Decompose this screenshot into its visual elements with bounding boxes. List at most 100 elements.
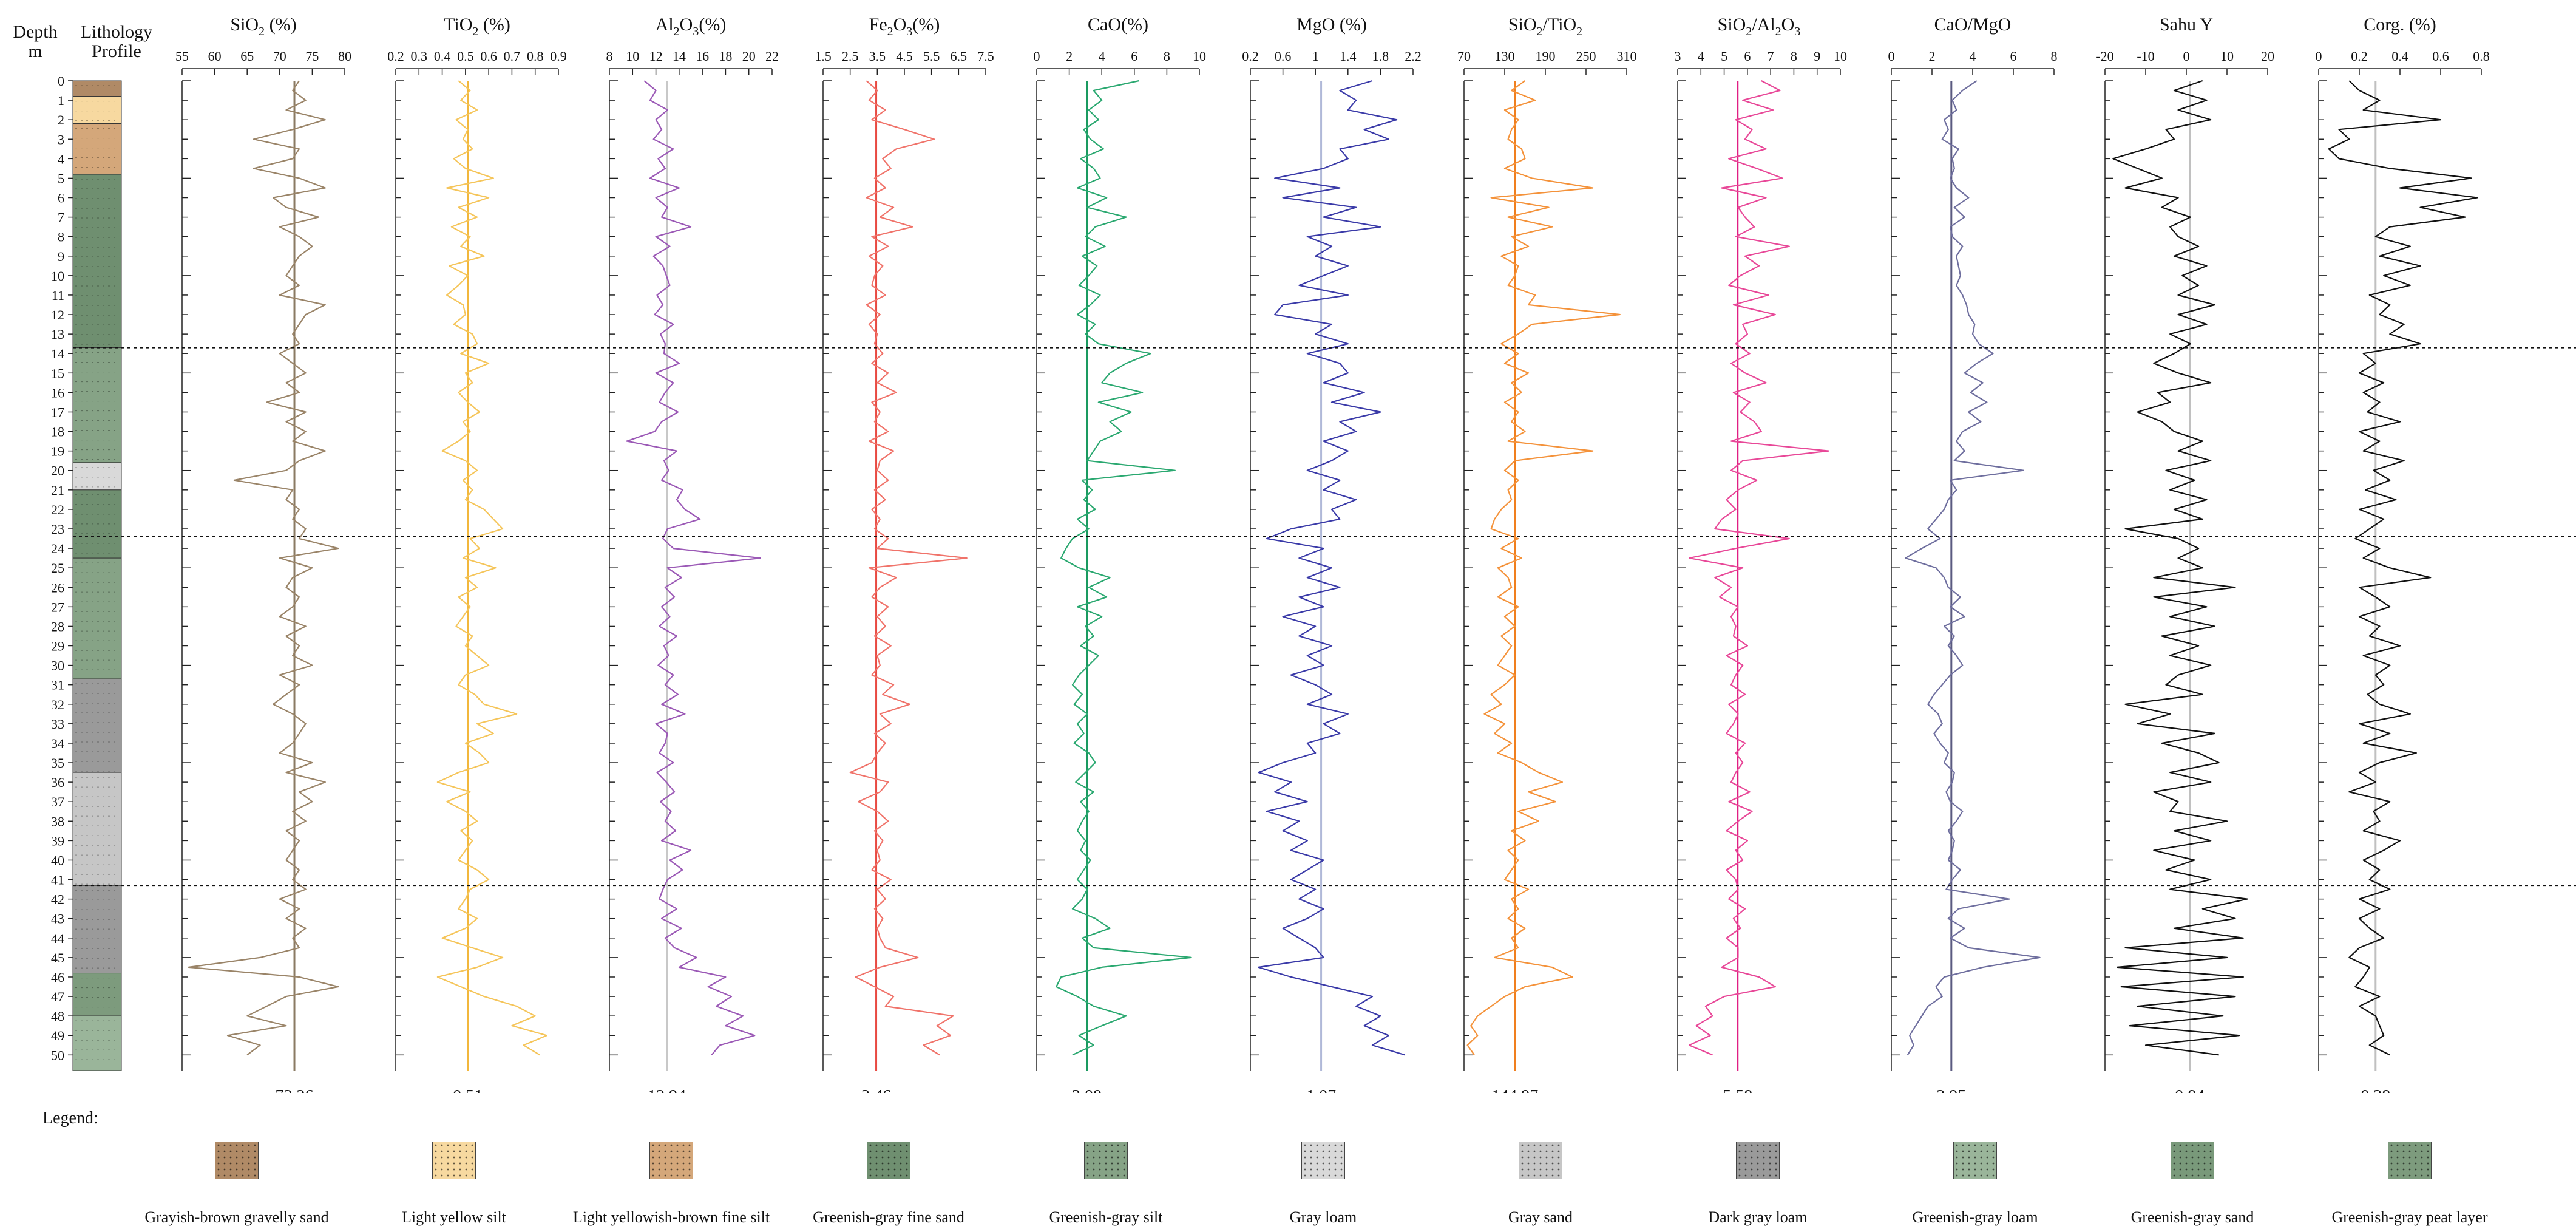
top-axis-tick-label: -20 [2096, 49, 2113, 64]
panel-7: SiO2/TiO2 70 130 190 250 310 144.97 [1457, 15, 1637, 1093]
legend-label: Greenish-gray fine sand [813, 1208, 964, 1226]
legend-label: Gray sand [1508, 1208, 1573, 1226]
mean-value-label: 0.28 [2361, 1087, 2390, 1093]
depth-tick-label: 42 [51, 892, 64, 907]
depth-axis-title: Depth [13, 22, 57, 42]
series-line [1258, 80, 1405, 1056]
legend-title: Legend: [42, 1109, 98, 1128]
top-axis-tick-label: 6.5 [951, 49, 968, 64]
depth-tick-label: 27 [51, 599, 64, 614]
top-axis-tick-label: 16 [696, 49, 709, 64]
mean-value-label: 0.84 [2175, 1087, 2205, 1093]
series-line [626, 80, 762, 1056]
depth-tick-label: 12 [51, 307, 64, 322]
depth-tick-label: 31 [51, 678, 64, 693]
mean-value-label: 5.58 [1723, 1087, 1752, 1093]
panel-10: Sahu Y -20 -10 0 10 20 0.84 [2096, 15, 2274, 1093]
panel-2: TiO2 (%) 0.2 0.3 0.4 0.5 0.6 0.7 0.8 0.9 0.51 [387, 15, 567, 1093]
top-axis-tick-label: 0.5 [457, 49, 474, 64]
mean-value-label: 2.95 [1936, 1087, 1966, 1093]
depth-tick-label: 14 [51, 346, 64, 361]
panel-3: Al2O3(%) 8 10 12 14 16 18 20 22 12.94 [606, 15, 779, 1093]
legend-label: Greenish-gray loam [1912, 1208, 2038, 1226]
top-axis-tick-label: 6 [1744, 49, 1751, 64]
top-axis-tick-label: -10 [2137, 49, 2154, 64]
top-axis-tick-label: 0.2 [1242, 49, 1259, 64]
mean-value-label: 72.26 [276, 1087, 314, 1093]
depth-tick-label: 20 [51, 463, 64, 478]
top-axis-tick-label: 55 [175, 49, 189, 64]
depth-tick-label: 21 [51, 483, 64, 498]
top-axis-tick-label: 0 [1888, 49, 1895, 64]
top-axis-tick-label: 1 [1312, 49, 1319, 64]
top-axis-tick-label: 60 [208, 49, 222, 64]
top-axis-tick-label: 0 [2183, 49, 2190, 64]
panel-title: Corg. (%) [2364, 15, 2436, 35]
depth-tick-label: 32 [51, 697, 64, 712]
legend-item: Gray sand [1437, 1142, 1644, 1227]
depth-tick-label: 18 [51, 424, 64, 440]
top-axis-tick-label: 8 [2051, 49, 2058, 64]
depth-tick-label: 0 [58, 73, 64, 89]
top-axis-tick-label: 5 [1721, 49, 1727, 64]
series-line [1689, 80, 1829, 1056]
depth-tick-label: 39 [51, 833, 64, 848]
legend-label: Greenish-gray peat layer [2331, 1208, 2488, 1226]
legend-item: Dark gray loam [1655, 1142, 1861, 1227]
top-axis-tick-label: 0.8 [527, 49, 544, 64]
top-axis-tick-label: 310 [1617, 49, 1637, 64]
depth-tick-label: 49 [51, 1028, 64, 1043]
lithology-unit [72, 123, 122, 175]
depth-tick-label: 46 [51, 970, 64, 985]
legend-item: Grayish-brown gravelly sand [134, 1142, 340, 1227]
top-axis-tick-label: 130 [1495, 49, 1515, 64]
mean-value-label: 0.51 [453, 1087, 483, 1093]
depth-tick-label: 36 [51, 775, 64, 790]
panel-title: SiO2 (%) [230, 15, 296, 38]
legend-label: Light yellowish-brown fine silt [572, 1208, 770, 1226]
series-line [1905, 80, 2041, 1055]
top-axis-tick-label: 4 [1698, 49, 1704, 64]
depth-tick-label: 28 [51, 619, 64, 634]
panel-title: Al2O3(%) [656, 15, 727, 38]
top-axis-tick-label: 2 [1066, 49, 1073, 64]
top-axis-tick-label: 1.4 [1340, 49, 1357, 64]
lithology-unit [72, 557, 122, 679]
top-axis-tick-label: 1.5 [815, 49, 832, 64]
series-line [849, 80, 968, 1056]
depth-tick-label: 47 [51, 989, 64, 1004]
depth-axis-unit: m [28, 41, 42, 61]
depth-tick-label: 50 [51, 1047, 64, 1063]
depth-tick-label: 43 [51, 911, 64, 927]
top-axis-tick-label: 0 [2316, 49, 2322, 64]
top-axis-tick-label: 7 [1768, 49, 1774, 64]
depth-tick-label: 44 [51, 931, 64, 946]
depth-tick-label: 5 [58, 171, 64, 186]
depth-tick-label: 30 [51, 658, 64, 673]
top-axis-tick-label: 1.8 [1372, 49, 1389, 64]
panel-title: Fe2O3(%) [869, 15, 940, 38]
lithology-unit [72, 174, 122, 349]
top-axis-tick-label: 8 [1791, 49, 1797, 64]
mean-value-label: 12.94 [648, 1087, 686, 1093]
depth-axis: Depthm0123456789101112131415161718192021… [13, 22, 73, 1063]
panel-title: TiO2 (%) [444, 15, 510, 38]
top-axis-tick-label: 0.2 [2351, 49, 2368, 64]
top-axis-tick-label: 0.6 [1275, 49, 1292, 64]
top-axis-tick-label: 0.4 [2391, 49, 2408, 64]
legend-label: Light yellow silt [402, 1208, 506, 1226]
top-axis-tick-label: 70 [1457, 49, 1471, 64]
top-axis-tick-label: 0.4 [434, 49, 451, 64]
depth-tick-label: 3 [58, 132, 64, 147]
top-axis-tick-label: 6 [2010, 49, 2017, 64]
legend-swatch [649, 1142, 693, 1179]
series-line [1056, 80, 1192, 1056]
legend-swatch [1953, 1142, 1997, 1179]
top-axis-tick-label: 22 [765, 49, 779, 64]
top-axis-tick-label: 10 [2220, 49, 2234, 64]
lithology-unit [72, 772, 122, 886]
top-axis-tick-label: 20 [742, 49, 756, 64]
panel-5: CaO(%) 0 2 4 6 8 10 3.08 [1034, 15, 1207, 1093]
legend-item: Greenish-gray sand [2089, 1142, 2296, 1227]
top-axis-tick-label: 0.6 [2432, 49, 2449, 64]
